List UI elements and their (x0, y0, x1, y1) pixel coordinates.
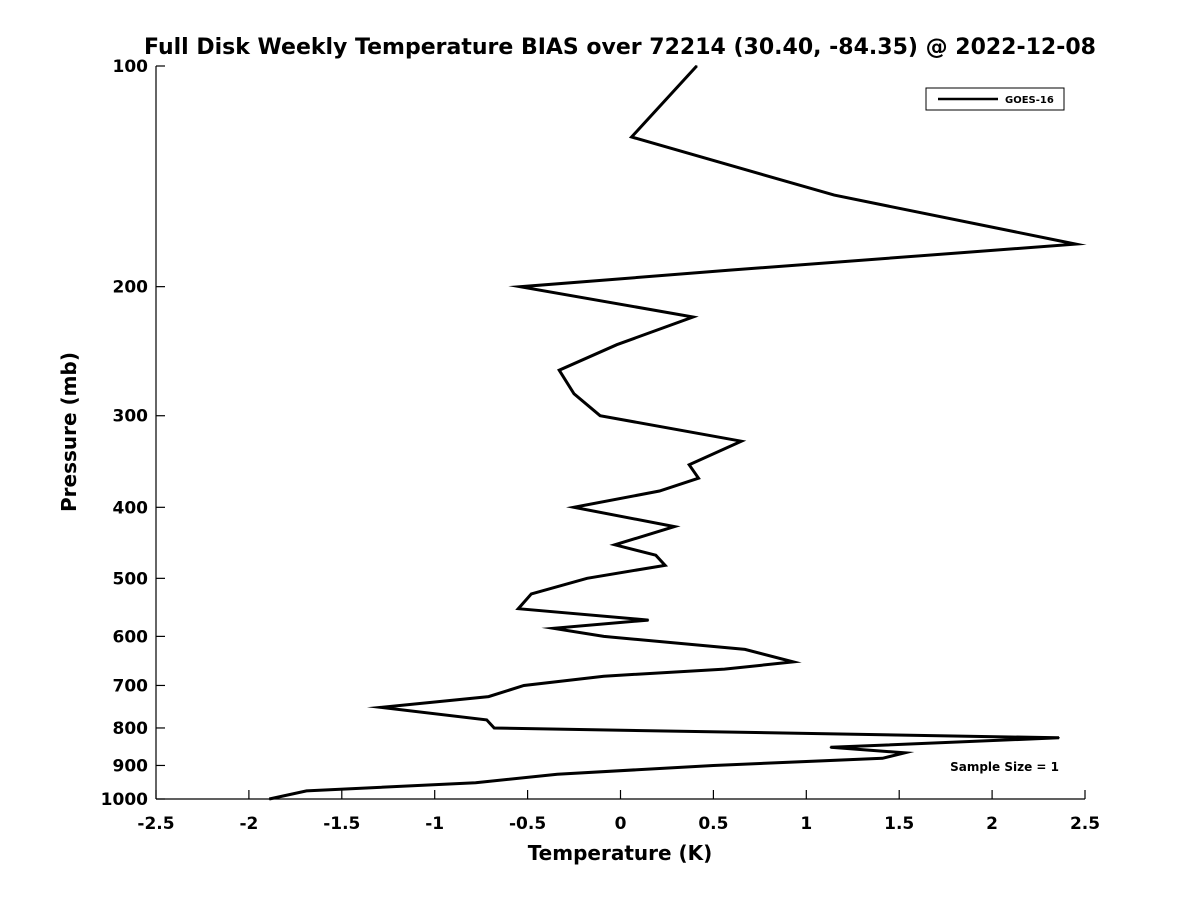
data-point (664, 564, 666, 567)
data-point (519, 285, 521, 288)
data-point (829, 746, 832, 749)
data-point (474, 781, 477, 784)
data-point (655, 554, 657, 557)
data-point (723, 668, 726, 670)
sample-size-annotation: Sample Size = 1 (950, 760, 1059, 774)
data-point (673, 525, 676, 528)
data-point (517, 607, 520, 610)
data-point (573, 506, 575, 509)
data-point (305, 790, 308, 792)
x-tick-label: -1.5 (323, 814, 360, 834)
data-point (558, 369, 560, 371)
y-ticks: 100 200 300 400 500 600 700 800 900 1000 (101, 57, 165, 810)
series-line-goes-16 (268, 64, 1087, 801)
x-tick-label: -1 (425, 814, 444, 834)
data-point (556, 773, 559, 775)
data-point (530, 593, 533, 595)
data-point (688, 464, 691, 466)
plot-area: -2.5 -2 -1.5 -1 -0.5 0 0.5 1 1.5 2 2.5 100 200 300 40… (101, 57, 1100, 834)
data-point (647, 619, 650, 621)
x-tick-label: -0.5 (509, 814, 546, 834)
y-tick-label: 500 (113, 569, 149, 589)
y-tick-label: 300 (113, 407, 149, 427)
y-tick-label: 1000 (101, 790, 148, 810)
legend-label: GOES-16 (1005, 95, 1054, 106)
data-point (1074, 243, 1077, 245)
data-point (523, 684, 525, 687)
y-tick-label: 400 (113, 498, 149, 518)
data-point (586, 577, 588, 580)
data-point (697, 477, 700, 479)
data-point (1058, 736, 1060, 739)
y-tick-label: 700 (113, 676, 149, 696)
data-point (658, 490, 661, 492)
data-point (599, 414, 601, 417)
data-point (792, 661, 795, 663)
y-axis-label: Pressure (mb) (57, 352, 81, 512)
y-tick-label: 600 (113, 627, 149, 647)
data-point (833, 194, 835, 196)
data-point (744, 648, 746, 651)
data-point (614, 544, 616, 546)
data-point (740, 440, 743, 443)
data-point (268, 798, 271, 800)
x-tick-label: 0.5 (698, 814, 728, 834)
data-point (485, 719, 488, 721)
data-point (602, 635, 605, 638)
x-tick-label: 2.5 (1070, 814, 1100, 834)
data-point (695, 65, 698, 67)
series-group (268, 64, 1087, 801)
data-point (712, 764, 715, 767)
data-point (380, 706, 382, 709)
y-tick-label: 200 (113, 278, 149, 298)
data-point (602, 675, 605, 678)
data-point (573, 392, 575, 395)
x-tick-label: 2 (986, 814, 998, 834)
data-point (615, 343, 618, 346)
x-axis-label: Temperature (K) (528, 841, 713, 865)
data-point (493, 727, 495, 729)
legend: GOES-16 (925, 87, 1065, 111)
x-tick-label: 1 (800, 814, 812, 834)
data-point (552, 627, 555, 630)
data-point (487, 695, 490, 698)
y-tick-label: 800 (113, 719, 149, 739)
y-tick-label: 900 (113, 756, 149, 776)
data-point (630, 136, 633, 138)
x-tick-label: -2 (239, 814, 258, 834)
x-tick-label: 0 (615, 814, 627, 834)
data-point (903, 752, 906, 754)
x-tick-label: 1.5 (884, 814, 914, 834)
data-point (881, 757, 884, 760)
data-point (692, 316, 694, 318)
chart-title: Full Disk Weekly Temperature BIAS over 7… (144, 35, 1096, 60)
y-tick-label: 100 (113, 57, 149, 77)
x-ticks: -2.5 -2 -1.5 -1 -0.5 0 0.5 1 1.5 2 2.5 (137, 790, 1100, 834)
data-point (727, 269, 730, 272)
x-tick-label: -2.5 (137, 814, 174, 834)
